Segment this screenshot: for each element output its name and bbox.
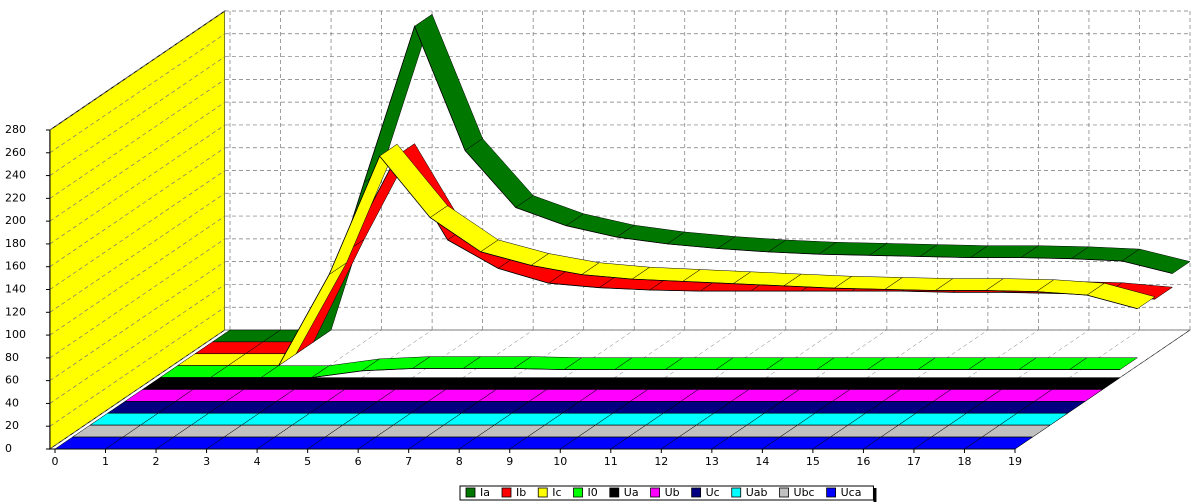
x-tick-label: 13 bbox=[705, 455, 719, 468]
series-ribbon bbox=[159, 356, 1139, 379]
legend: Ia Ib Ic I0 Ua Ub Uc Uab Ubc Uca bbox=[459, 485, 877, 502]
x-tick-label: 5 bbox=[304, 455, 311, 468]
y-tick-label: 40 bbox=[5, 396, 19, 409]
y-tick-label: 200 bbox=[5, 214, 26, 227]
legend-shadow bbox=[873, 488, 877, 502]
y-tick-label: 260 bbox=[5, 146, 26, 159]
grid-line bbox=[49, 56, 226, 176]
y-tick-label: 80 bbox=[5, 351, 19, 364]
legend-label: Uab bbox=[746, 486, 768, 499]
x-tick-label: 3 bbox=[203, 455, 210, 468]
grid-line bbox=[49, 261, 226, 381]
x-tick-label: 12 bbox=[654, 455, 668, 468]
legend-label: Ub bbox=[665, 486, 680, 499]
x-tick-label: 10 bbox=[553, 455, 567, 468]
legend-swatch bbox=[779, 487, 789, 498]
legend-label: Ib bbox=[516, 486, 526, 499]
series-ribbon bbox=[124, 389, 1104, 402]
legend-label: Ubc bbox=[794, 486, 815, 499]
x-tick-label: 6 bbox=[355, 455, 362, 468]
x-tick-label: 17 bbox=[907, 455, 921, 468]
y-tick-label: 20 bbox=[5, 419, 19, 432]
grid-line bbox=[49, 101, 226, 222]
series-line bbox=[177, 155, 1138, 367]
series-line bbox=[212, 25, 1173, 343]
x-tick-label: 9 bbox=[506, 455, 513, 468]
series-ribbon bbox=[106, 401, 1086, 414]
series-ribbon bbox=[176, 143, 1156, 367]
legend-swatch bbox=[501, 487, 512, 498]
legend-swatch bbox=[609, 487, 620, 498]
y-tick-label: 0 bbox=[5, 442, 12, 455]
legend-label: I0 bbox=[588, 486, 598, 499]
grid-line bbox=[49, 124, 226, 245]
x-tick-label: 7 bbox=[405, 455, 412, 468]
series-ribbon bbox=[89, 413, 1069, 426]
legend-swatch bbox=[465, 487, 476, 498]
grid-line bbox=[49, 215, 226, 336]
y-tick-label: 140 bbox=[5, 283, 26, 296]
legend-swatch bbox=[537, 487, 548, 498]
x-tick-label: 15 bbox=[806, 455, 820, 468]
legend-swatch bbox=[650, 487, 660, 498]
x-tick-label: 14 bbox=[755, 455, 769, 468]
grid-line bbox=[49, 10, 226, 131]
series-ribbon bbox=[71, 424, 1051, 438]
legend-label: Ua bbox=[624, 486, 639, 499]
legend-swatch bbox=[731, 487, 742, 498]
series-ribbon bbox=[54, 436, 1034, 450]
x-tick-label: 2 bbox=[153, 455, 160, 468]
legend-swatch bbox=[573, 487, 583, 498]
x-tick-label: 18 bbox=[957, 455, 971, 468]
x-tick-label: 19 bbox=[1008, 455, 1022, 468]
grid-line bbox=[49, 284, 226, 404]
x-tick-label: 0 bbox=[52, 455, 59, 468]
grid-line bbox=[49, 147, 226, 268]
x-tick-label: 8 bbox=[456, 455, 463, 468]
y-tick-label: 160 bbox=[5, 260, 26, 273]
grid-line bbox=[49, 306, 226, 427]
x-tick-label: 1 bbox=[102, 455, 109, 468]
legend-label: Uca bbox=[841, 486, 862, 499]
legend-label: Uc bbox=[706, 486, 720, 499]
legend-label: Ic bbox=[552, 486, 561, 499]
y-tick-label: 280 bbox=[5, 123, 26, 136]
grid-line bbox=[49, 192, 226, 313]
series-ribbon bbox=[141, 377, 1121, 390]
y-tick-label: 180 bbox=[5, 237, 26, 250]
y-tick-label: 60 bbox=[5, 374, 19, 387]
y-tick-label: 120 bbox=[5, 305, 26, 318]
grid-line bbox=[49, 329, 226, 450]
grid-line bbox=[49, 79, 226, 199]
y-tick-label: 240 bbox=[5, 169, 26, 182]
series-line bbox=[160, 368, 1120, 379]
legend-swatch bbox=[691, 487, 702, 498]
x-tick-label: 16 bbox=[856, 455, 870, 468]
grid-line bbox=[49, 33, 226, 154]
y-tick-label: 100 bbox=[5, 328, 26, 341]
grid-line bbox=[49, 238, 226, 359]
legend-label: Ia bbox=[480, 486, 490, 499]
y-tick-label: 220 bbox=[5, 191, 26, 204]
legend-swatch bbox=[826, 487, 837, 498]
grid-line bbox=[49, 170, 226, 290]
x-tick-label: 11 bbox=[604, 455, 618, 468]
x-tick-label: 4 bbox=[254, 455, 261, 468]
